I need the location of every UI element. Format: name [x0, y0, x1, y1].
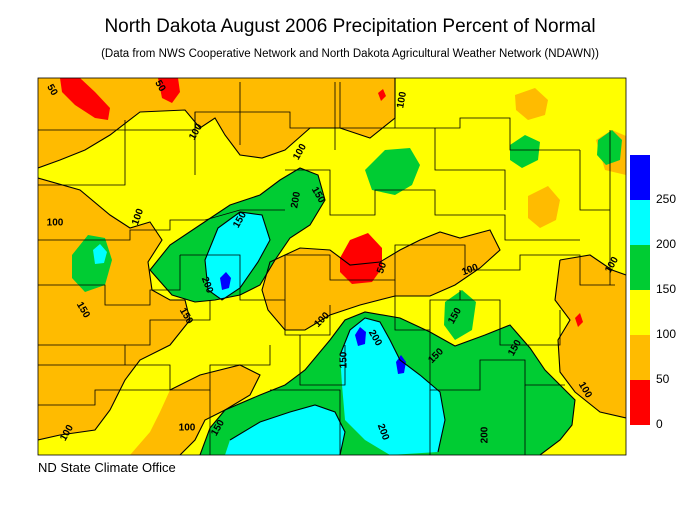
- legend-label: 0: [656, 417, 663, 431]
- color-legend: 0 50 100 150 200 250: [630, 155, 676, 431]
- legend-label: 50: [656, 372, 670, 386]
- region-below-100-north: [38, 78, 395, 168]
- legend-label: 200: [656, 237, 676, 251]
- legend-swatch: [630, 290, 650, 335]
- map-area: [38, 78, 626, 455]
- map-title: North Dakota August 2006 Precipitation P…: [104, 16, 596, 37]
- legend-swatch: [630, 245, 650, 290]
- region-below-100-southeast: [555, 255, 626, 418]
- legend-swatch: [630, 200, 650, 245]
- region-below-50-small-east: [575, 313, 583, 327]
- region-below-50-northwest: [60, 78, 110, 120]
- region-below-100-southwest: [130, 365, 260, 455]
- region-below-50-central: [340, 233, 382, 284]
- region-below-100-east: [528, 186, 560, 228]
- legend-label: 150: [656, 282, 676, 296]
- region-200-250-southwest: [225, 405, 345, 455]
- contour-label: 100: [395, 90, 409, 109]
- contour-label: 50: [44, 83, 59, 99]
- legend-label: 100: [656, 327, 676, 341]
- contour-label: 100: [179, 423, 196, 434]
- contour-label: 50: [152, 79, 167, 95]
- region-above-250-south-a: [355, 327, 366, 346]
- contour-label: 150: [339, 351, 350, 368]
- legend-label: 250: [656, 192, 676, 206]
- region-above-250-south-b: [396, 355, 406, 374]
- legend-swatch: [630, 380, 650, 425]
- region-below-50-north: [158, 78, 180, 103]
- region-150-200-east-center: [444, 290, 476, 340]
- contour-label: 100: [47, 218, 64, 229]
- region-above-250-central: [220, 272, 231, 290]
- region-below-100-northeast: [515, 88, 548, 120]
- footer-credit: ND State Climate Office: [38, 460, 176, 475]
- contour-label: 200: [289, 190, 303, 209]
- region-150-200-east: [597, 130, 622, 165]
- region-200-250-south: [340, 318, 445, 455]
- map-frame: [37, 77, 627, 456]
- region-150-200-northeast: [510, 135, 540, 168]
- contour-label: 200: [480, 426, 491, 443]
- region-150-200-northcentral: [365, 148, 420, 195]
- legend-swatch: [630, 155, 650, 200]
- map-subtitle: (Data from NWS Cooperative Network and N…: [101, 48, 599, 60]
- region-below-100-west: [38, 178, 190, 440]
- county-boundaries: [38, 80, 615, 455]
- region-below-50-small: [378, 89, 386, 101]
- region-200-250-west: [93, 244, 107, 264]
- legend-swatch: [630, 335, 650, 380]
- contour-label: 50: [375, 261, 389, 276]
- contour-lines: [38, 78, 626, 455]
